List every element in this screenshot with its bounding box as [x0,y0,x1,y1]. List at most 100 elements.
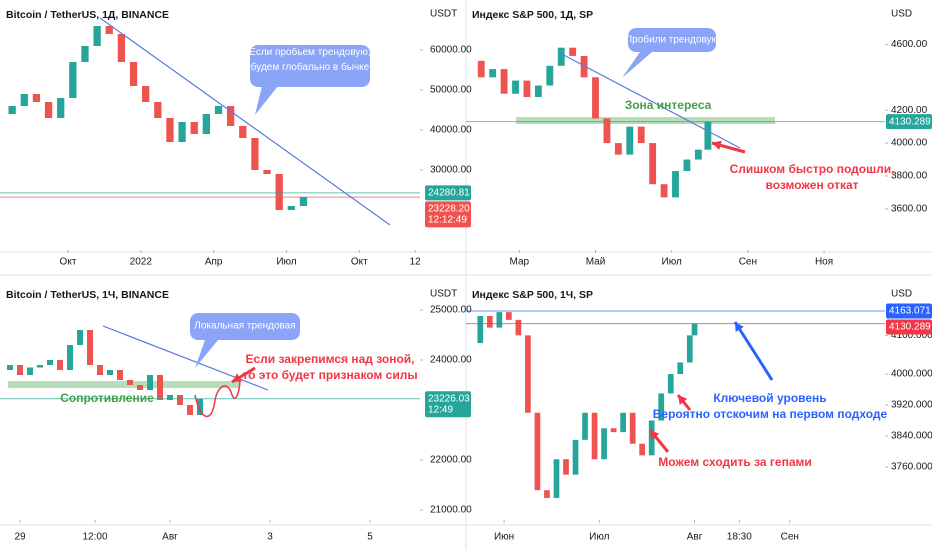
candle [569,47,577,56]
candle [67,345,73,370]
arrow [733,321,774,381]
candle [489,69,497,78]
candle [525,335,531,413]
candle [105,26,113,34]
x-tick-label: Июл [662,257,682,268]
candle [197,398,203,415]
candle [57,360,63,370]
x-tick-label: 12 [410,257,422,268]
x-tick-label: Апр [205,257,223,268]
candle [177,395,183,405]
x-tick-label: Июл [276,257,296,268]
candle [677,362,684,375]
candle [127,380,133,385]
annotation-bubble [190,313,300,340]
candle [7,365,13,370]
trend-line [557,51,741,149]
y-tick-label: 25000.00 [430,305,472,316]
candle [512,80,519,94]
candle [32,94,41,102]
price-label-box [425,185,471,201]
axis-unit: USDT [430,289,457,300]
price-label: 24280.81 [428,188,470,199]
y-tick-label: 3800.00 [891,171,928,182]
candle [637,126,645,144]
candle [47,360,53,365]
candle [251,138,259,170]
y-tick-label: 22000.00 [430,455,472,466]
price-label-box [886,114,932,130]
candle [672,171,679,198]
candle [629,412,636,444]
y-tick-label: 4100.000 [891,330,932,341]
candle [129,62,138,86]
projection [194,377,241,417]
x-tick-label: Июн [494,532,514,543]
y-tick-label: 24000.00 [430,355,472,366]
candle [142,86,150,102]
candle [202,114,210,134]
candle [639,443,646,456]
candle [287,206,295,210]
zone [516,117,775,124]
candle [275,174,283,210]
candle [704,121,712,150]
candle [477,316,484,344]
candle [667,374,674,394]
x-tick-label: Авг [687,532,703,543]
x-tick-label: 2022 [130,257,153,268]
candle [610,428,617,433]
candle [57,98,65,118]
x-tick-label: Май [586,257,606,268]
candle [299,197,308,206]
candle [214,106,223,114]
candle [496,312,503,328]
chart-title: Bitcoin / TetherUS, 1Ч, BINANCE [6,289,169,301]
annotation-tail [622,52,652,78]
countdown: 12:49 [428,404,453,415]
candle [27,367,33,375]
axis-unit: USD [891,289,912,300]
candle [44,102,53,118]
price-label-box [886,319,932,335]
annotation: Зона интереса [625,98,712,112]
candle [486,316,493,328]
chart-title: Bitcoin / TetherUS, 1Д, BINANCE [6,9,169,21]
annotation: будем глобально в бычке [251,61,370,73]
candle [582,412,588,440]
candle [137,385,143,390]
candle [93,26,101,46]
price-label: 4130.289 [889,322,931,333]
candle [620,412,626,433]
annotation-tail [195,340,218,368]
candle [534,412,541,491]
candle [534,85,542,98]
annotation: Можем сходить за гепами [658,455,812,469]
candle [614,143,622,155]
annotation-bubble [250,45,370,87]
candle [77,330,83,345]
y-tick-label: 40000.00 [430,125,472,136]
y-tick-label: 30000.00 [430,165,472,176]
annotation: Если закрепимся над зоной, [245,352,414,366]
candle [603,118,611,144]
x-tick-label: Авг [162,532,178,543]
candle [154,102,162,118]
annotation: то это будет признаком силы [242,368,417,382]
arrow-head [650,430,660,440]
candle [580,55,588,78]
candle [500,69,508,94]
candle [178,122,186,142]
y-tick-label: 3840.000 [891,431,932,442]
x-tick-label: 18:30 [727,532,752,543]
chart-title: Индекс S&P 500, 1Д, SP [472,9,593,21]
y-tick-label: 3920.000 [891,400,932,411]
arrow-head [735,322,744,332]
y-tick-label: 4000.00 [891,138,928,149]
annotation: Пробили трендовую [625,34,720,46]
candle [626,126,634,155]
x-tick-label: Окт [60,257,77,268]
candle [660,184,668,198]
annotation: возможен откат [765,178,858,192]
